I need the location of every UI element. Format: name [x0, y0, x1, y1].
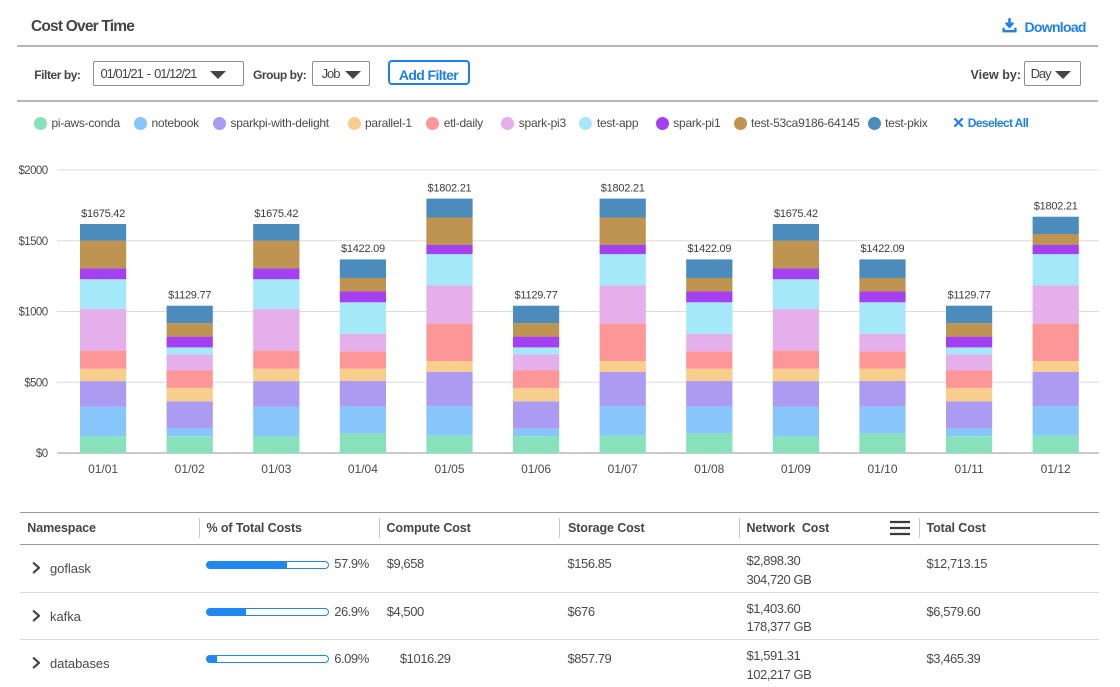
- svg-text:$1422.09: $1422.09: [341, 243, 385, 255]
- svg-text:$1802.21: $1802.21: [601, 182, 645, 194]
- svg-text:$1129.77: $1129.77: [168, 290, 211, 302]
- svg-text:$1000: $1000: [19, 307, 48, 319]
- svg-text:01/04: 01/04: [348, 462, 378, 476]
- svg-text:01/02: 01/02: [175, 462, 205, 476]
- svg-text:01/06: 01/06: [521, 462, 551, 476]
- svg-text:$1422.09: $1422.09: [861, 243, 905, 255]
- svg-text:$1675.42: $1675.42: [774, 208, 818, 220]
- svg-text:01/10: 01/10: [867, 462, 897, 476]
- svg-text:$1675.42: $1675.42: [81, 208, 125, 220]
- svg-text:$1500: $1500: [19, 236, 48, 248]
- svg-text:01/03: 01/03: [261, 462, 291, 476]
- svg-text:01/08: 01/08: [694, 462, 724, 476]
- svg-text:$1129.77: $1129.77: [515, 290, 558, 302]
- svg-text:$500: $500: [24, 377, 47, 389]
- svg-text:01/05: 01/05: [434, 462, 464, 476]
- svg-text:01/09: 01/09: [781, 462, 811, 476]
- svg-text:01/11: 01/11: [955, 462, 984, 476]
- svg-text:$1129.77: $1129.77: [948, 290, 991, 302]
- svg-text:$1675.42: $1675.42: [254, 208, 298, 220]
- svg-text:$1422.09: $1422.09: [687, 243, 731, 255]
- svg-text:$1802.21: $1802.21: [1034, 201, 1078, 213]
- svg-text:01/01: 01/01: [88, 462, 118, 476]
- svg-text:01/12: 01/12: [1041, 462, 1071, 476]
- svg-text:$1802.21: $1802.21: [428, 182, 472, 194]
- svg-text:$0: $0: [36, 448, 48, 460]
- svg-text:01/07: 01/07: [608, 462, 638, 476]
- svg-text:$2000: $2000: [19, 165, 48, 177]
